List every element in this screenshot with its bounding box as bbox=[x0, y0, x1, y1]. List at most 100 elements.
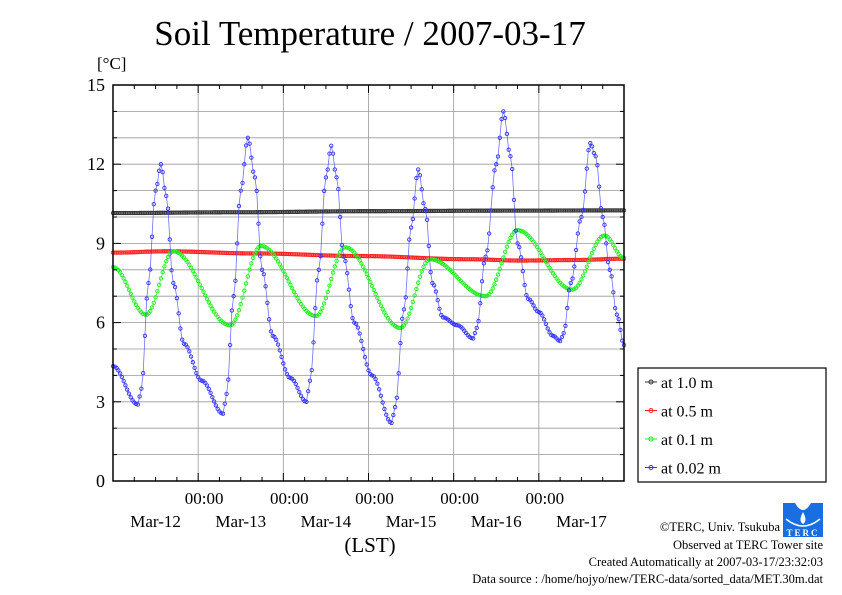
data-point bbox=[164, 259, 169, 264]
data-point bbox=[368, 279, 373, 285]
data-point bbox=[495, 272, 501, 277]
data-point bbox=[586, 147, 591, 153]
data-point bbox=[579, 277, 584, 282]
data-point bbox=[160, 169, 165, 175]
data-point bbox=[618, 327, 623, 333]
data-point bbox=[240, 295, 245, 300]
data-point bbox=[417, 274, 423, 279]
date-label: Mar-12 bbox=[130, 512, 181, 531]
data-point bbox=[279, 265, 284, 270]
data-point bbox=[609, 274, 614, 279]
data-point bbox=[362, 355, 368, 360]
data-point bbox=[604, 241, 609, 246]
data-point bbox=[266, 317, 272, 322]
data-point bbox=[204, 296, 210, 302]
data-point bbox=[588, 140, 593, 146]
data-point bbox=[588, 255, 593, 260]
data-point bbox=[156, 168, 162, 173]
data-point bbox=[277, 348, 282, 353]
data-point bbox=[501, 109, 506, 114]
y-tick-label: 9 bbox=[96, 233, 105, 253]
data-point bbox=[265, 300, 270, 305]
data-point bbox=[178, 326, 183, 331]
data-point bbox=[488, 208, 494, 213]
data-point bbox=[378, 393, 384, 398]
data-point bbox=[235, 313, 240, 318]
data-point bbox=[149, 234, 155, 239]
data-point bbox=[593, 242, 598, 248]
data-point bbox=[361, 264, 366, 269]
data-point bbox=[401, 307, 407, 312]
data-point bbox=[148, 308, 153, 314]
data-point bbox=[616, 316, 621, 322]
x-tick-label: 00:00 bbox=[185, 489, 224, 508]
data-point bbox=[382, 406, 387, 412]
data-point bbox=[517, 244, 522, 250]
data-point bbox=[293, 292, 298, 298]
data-point bbox=[492, 282, 497, 287]
data-point bbox=[540, 253, 545, 258]
data-point bbox=[174, 296, 180, 301]
legend-marker bbox=[648, 408, 654, 413]
data-point bbox=[497, 135, 502, 140]
data-point bbox=[213, 403, 219, 408]
data-point bbox=[612, 305, 618, 311]
data-point bbox=[247, 141, 252, 146]
data-point bbox=[125, 387, 130, 392]
data-point bbox=[156, 282, 162, 288]
data-point bbox=[318, 254, 323, 259]
data-point bbox=[543, 259, 549, 264]
data-point bbox=[490, 286, 495, 291]
data-point bbox=[586, 259, 591, 265]
data-point bbox=[605, 259, 611, 265]
grid bbox=[113, 85, 624, 481]
data-point bbox=[412, 293, 417, 298]
data-point bbox=[476, 318, 481, 324]
legend-item: at 1.0 m bbox=[645, 375, 714, 392]
data-point bbox=[284, 371, 290, 377]
data-point bbox=[600, 214, 605, 220]
legend-label: at 0.02 m bbox=[661, 461, 722, 478]
data-point bbox=[504, 131, 510, 136]
data-point bbox=[249, 155, 254, 160]
data-point bbox=[204, 383, 210, 388]
data-point bbox=[515, 241, 520, 246]
data-point bbox=[272, 334, 277, 339]
data-point bbox=[130, 295, 135, 300]
data-point bbox=[405, 266, 410, 271]
data-point bbox=[249, 261, 254, 266]
data-point bbox=[119, 272, 125, 278]
data-point bbox=[201, 289, 206, 295]
data-point bbox=[375, 295, 380, 301]
data-point bbox=[275, 342, 281, 347]
data-point bbox=[188, 354, 194, 359]
series-line bbox=[112, 229, 625, 329]
series-at-1-0-m bbox=[110, 208, 627, 216]
legend-marker bbox=[648, 436, 654, 442]
data-point bbox=[151, 201, 156, 207]
data-point bbox=[485, 248, 490, 253]
data-point bbox=[334, 258, 339, 264]
data-point bbox=[380, 306, 385, 312]
data-point bbox=[153, 295, 158, 300]
data-point bbox=[281, 268, 286, 274]
data-point bbox=[332, 167, 337, 172]
data-point bbox=[471, 336, 476, 341]
data-point bbox=[329, 276, 334, 282]
data-point bbox=[424, 217, 430, 223]
data-point bbox=[162, 185, 167, 191]
data-point bbox=[160, 270, 165, 275]
data-point bbox=[508, 154, 513, 159]
data-point bbox=[598, 205, 604, 211]
data-point bbox=[128, 395, 133, 400]
data-point bbox=[488, 289, 494, 294]
data-point bbox=[423, 206, 428, 212]
y-tick-label: 6 bbox=[96, 313, 105, 333]
data-point bbox=[281, 361, 286, 366]
data-point bbox=[336, 186, 341, 192]
data-point bbox=[313, 305, 318, 311]
data-point bbox=[350, 316, 355, 321]
x-tick-label: 00:00 bbox=[525, 489, 564, 508]
data-point bbox=[194, 370, 199, 376]
data-point bbox=[165, 206, 171, 211]
